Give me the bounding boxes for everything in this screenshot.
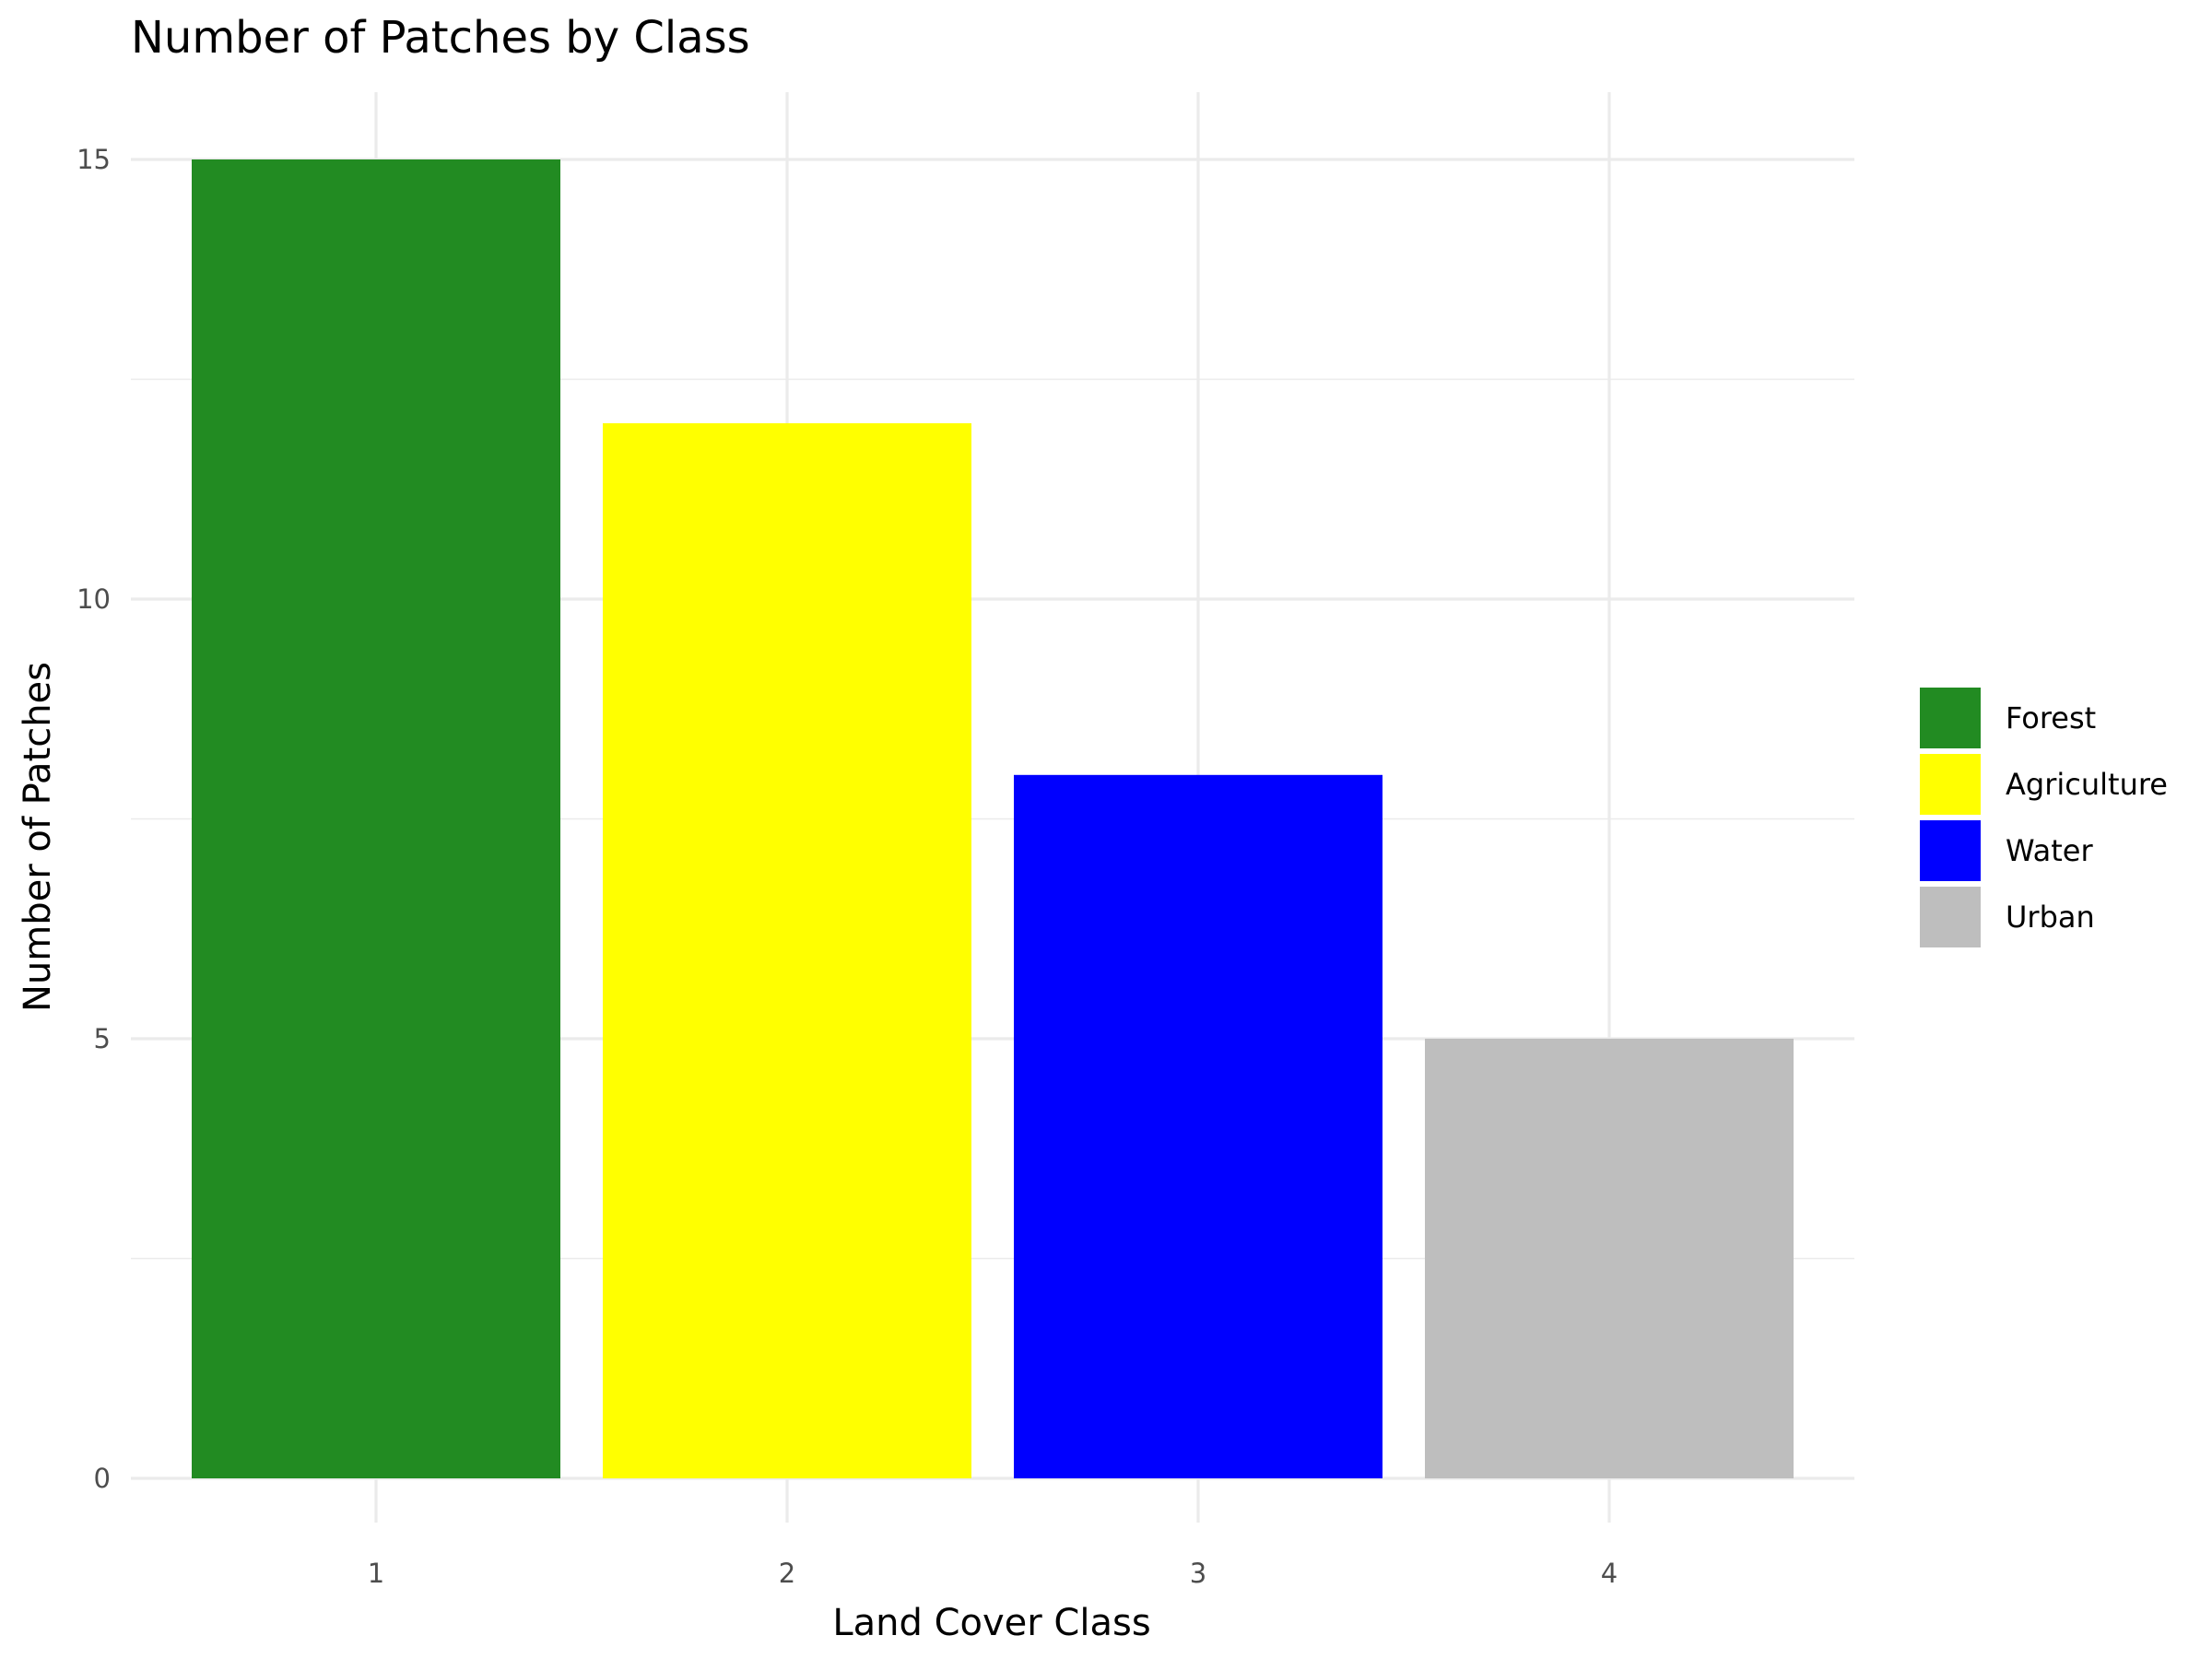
chart-title: Number of Patches by Class [131,12,750,64]
y-tick-label: 0 [94,1463,111,1494]
x-tick-label: 4 [1601,1558,1618,1589]
legend-key [1920,820,1981,881]
legend-label: Water [2006,833,2093,868]
x-tick-label: 1 [368,1558,384,1589]
legend-label: Agriculture [2006,767,2168,802]
bar [603,423,971,1479]
legend-key [1920,887,1981,947]
bars [192,159,1794,1479]
y-axis-title: Number of Patches [17,662,59,1012]
y-tick-label: 10 [76,583,111,615]
legend-key [1920,754,1981,815]
legend-label: Forest [2006,700,2096,735]
bar [1425,1039,1794,1478]
bar [192,159,560,1478]
x-tick-label: 3 [1190,1558,1206,1589]
x-axis-title: Land Cover Class [832,1602,1150,1644]
y-tick-label: 15 [76,144,111,175]
legend: Forest Agriculture Water Urban [1920,688,2168,947]
legend-label: Urban [2006,900,2095,935]
x-tick-label: 2 [779,1558,795,1589]
tick-labels: 0 5 10 15 1 2 3 4 [76,144,1618,1589]
legend-key [1920,688,1981,748]
bar [1014,774,1382,1478]
y-tick-label: 5 [94,1023,111,1054]
